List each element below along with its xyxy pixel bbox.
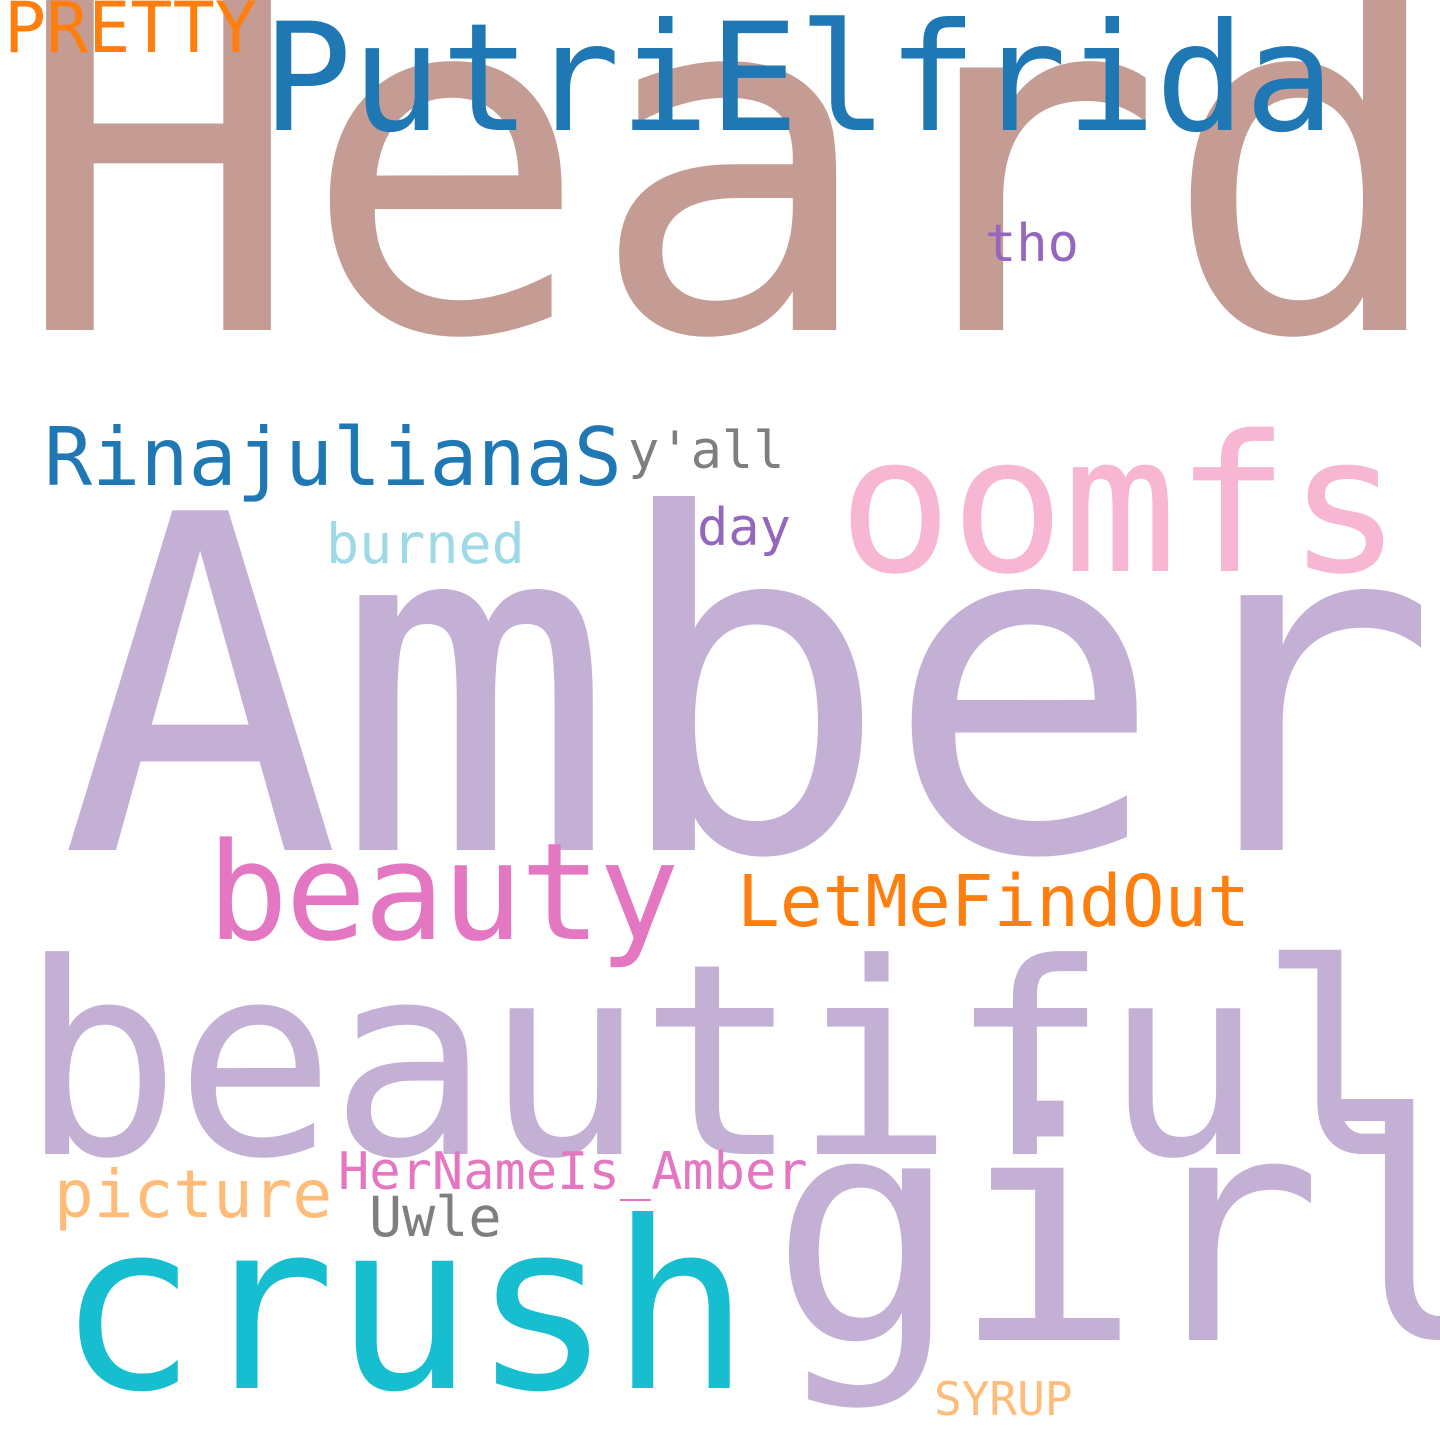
- word-oomfs: oomfs: [838, 395, 1402, 616]
- word-burned: burned: [326, 512, 525, 576]
- word-girl: girl: [770, 1049, 1440, 1415]
- word-letmefindout: LetMeFindOut: [737, 860, 1250, 943]
- word-yall: y'all: [628, 421, 785, 481]
- word-putrielfrida: PutriElfrida: [262, 0, 1335, 166]
- word-crush: crush: [57, 1172, 750, 1440]
- word-beauty: beauty: [207, 814, 680, 971]
- word-day: Uwle: [369, 1185, 502, 1249]
- word-love: day: [697, 498, 791, 558]
- word-picture: picture: [54, 1156, 333, 1233]
- word-heard: Heard: [14, 0, 1440, 444]
- word-rinajulianas: RinajulianaS: [44, 411, 622, 504]
- word-hernameis-amber: HerNameIs_Amber: [338, 1142, 808, 1202]
- word-beautiful: beautiful: [20, 906, 1419, 1217]
- word-amber: Amber: [60, 417, 1439, 960]
- word-tho: tho: [985, 214, 1079, 274]
- word-pretty: PRETTY: [4, 0, 257, 69]
- word-uwle: SYRUP: [934, 1372, 1073, 1426]
